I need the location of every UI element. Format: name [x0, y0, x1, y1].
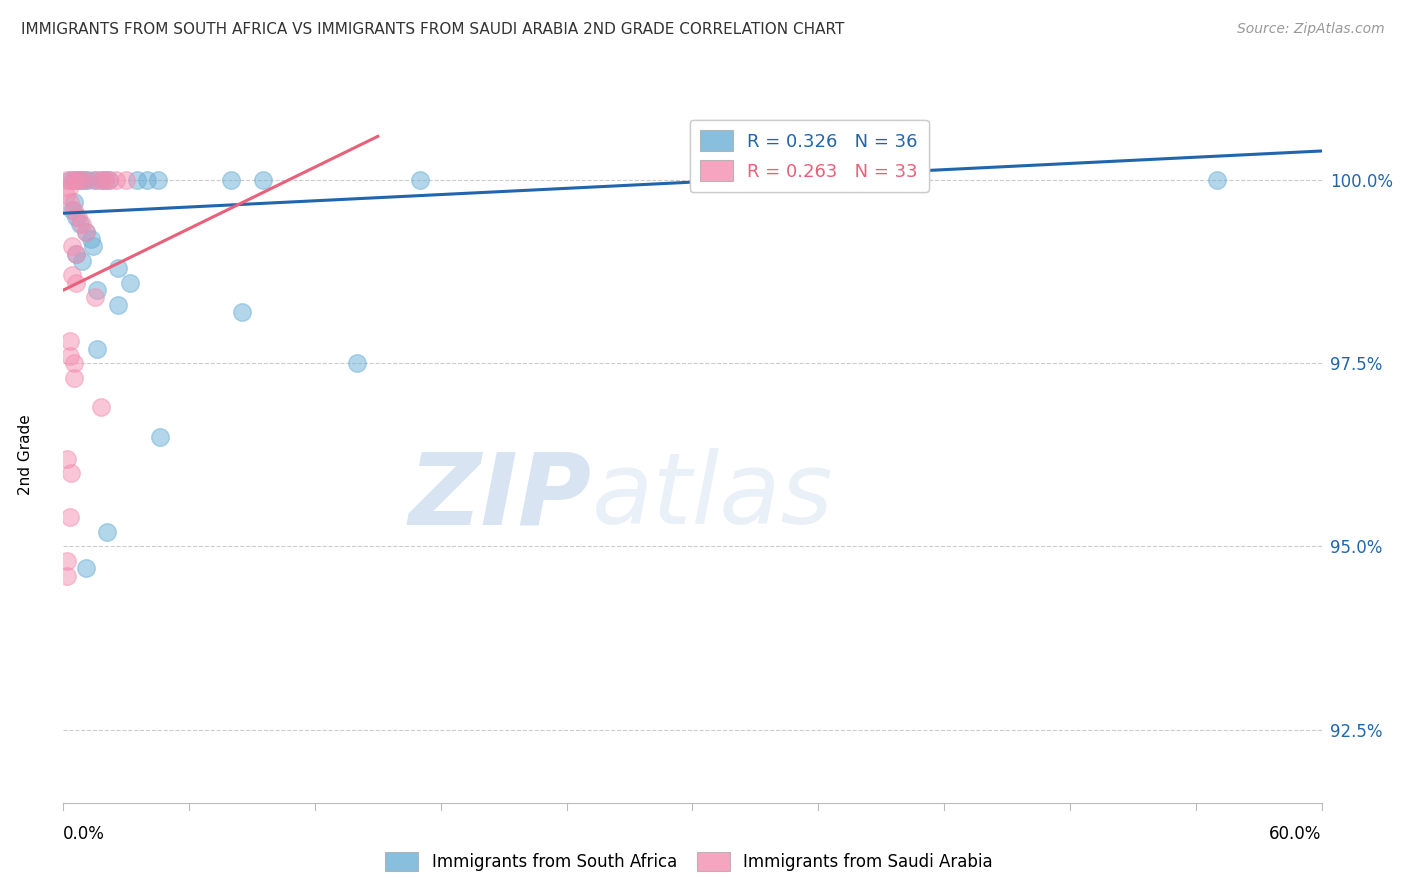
Point [75, 225, 97, 239]
Point [56, 568, 79, 582]
Point [98, 173, 121, 187]
Point [58, 349, 80, 363]
Legend: Immigrants from South Africa, Immigrants from Saudi Arabia: Immigrants from South Africa, Immigrants… [377, 843, 1001, 880]
Point [75, 225, 97, 239]
Point [65, 210, 87, 224]
Legend: R = 0.326   N = 36, R = 0.263   N = 33: R = 0.326 N = 36, R = 0.263 N = 33 [689, 120, 929, 192]
Point [90, 401, 112, 415]
Text: 60.0%: 60.0% [1270, 825, 1322, 843]
Point [65, 173, 87, 187]
Point [58, 180, 80, 194]
Point [104, 173, 127, 187]
Point [62, 202, 84, 217]
Point [73, 173, 96, 187]
Point [60, 268, 83, 283]
Point [58, 510, 80, 524]
Point [73, 173, 96, 187]
Point [96, 524, 118, 539]
Point [62, 356, 84, 370]
Point [69, 173, 91, 187]
Point [252, 173, 274, 187]
Point [125, 173, 148, 187]
Point [77, 173, 100, 187]
Point [58, 334, 80, 349]
Point [65, 246, 87, 260]
Point [107, 261, 129, 276]
Point [83, 173, 105, 187]
Point [66, 210, 89, 224]
Text: 0.0%: 0.0% [63, 825, 105, 843]
Text: atlas: atlas [592, 448, 834, 545]
Point [59, 467, 82, 481]
Point [107, 298, 129, 312]
Point [60, 239, 83, 253]
Point [70, 217, 93, 231]
Point [94, 173, 117, 187]
Point [70, 253, 93, 268]
Text: 2nd Grade: 2nd Grade [18, 415, 32, 495]
Point [56, 451, 79, 466]
Point [1205, 173, 1227, 187]
Point [56, 173, 79, 187]
Point [115, 173, 138, 187]
Point [75, 561, 97, 575]
Point [62, 371, 84, 385]
Point [66, 173, 89, 187]
Point [86, 283, 108, 297]
Point [56, 554, 79, 568]
Point [82, 239, 104, 253]
Point [146, 173, 169, 187]
Point [219, 173, 242, 187]
Point [62, 195, 84, 210]
Point [94, 173, 117, 187]
Point [98, 173, 121, 187]
Point [120, 276, 142, 290]
Point [69, 173, 91, 187]
Point [62, 173, 84, 187]
Point [83, 290, 105, 304]
Point [58, 195, 80, 210]
Point [79, 232, 101, 246]
Point [231, 305, 253, 319]
Point [69, 217, 91, 231]
Point [90, 173, 112, 187]
Point [55, 188, 77, 202]
Point [83, 173, 105, 187]
Text: Source: ZipAtlas.com: Source: ZipAtlas.com [1237, 22, 1385, 37]
Point [149, 429, 172, 443]
Point [60, 202, 83, 217]
Point [65, 246, 87, 260]
Text: ZIP: ZIP [409, 448, 592, 545]
Point [90, 173, 112, 187]
Point [346, 356, 368, 370]
Point [86, 342, 108, 356]
Point [60, 173, 83, 187]
Point [409, 173, 432, 187]
Point [58, 173, 80, 187]
Text: IMMIGRANTS FROM SOUTH AFRICA VS IMMIGRANTS FROM SAUDI ARABIA 2ND GRADE CORRELATI: IMMIGRANTS FROM SOUTH AFRICA VS IMMIGRAN… [21, 22, 845, 37]
Point [65, 276, 87, 290]
Point [136, 173, 159, 187]
